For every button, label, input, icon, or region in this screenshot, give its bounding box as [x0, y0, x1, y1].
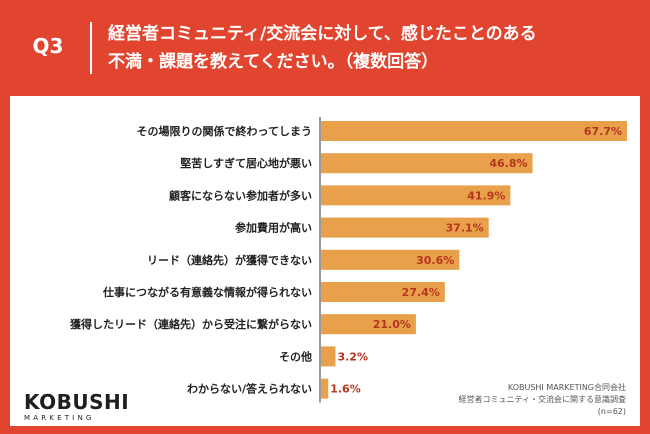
value-label: 27.4%	[402, 286, 440, 299]
kobushi-logo: KOBUSHI MARKETING	[24, 392, 129, 422]
value-label: 37.1%	[446, 222, 484, 235]
question-label: Q3	[32, 34, 64, 58]
category-label: 仕事につながる有意義な情報が得られない	[102, 285, 312, 299]
source-sample-size: (n=62)	[597, 407, 626, 416]
value-label: 1.6%	[330, 383, 361, 396]
category-label: 堅苦しすぎて居心地が悪い	[180, 156, 312, 170]
value-label: 30.6%	[416, 254, 454, 267]
category-label: リード（連絡先）が獲得できない	[147, 253, 312, 267]
bar	[321, 282, 445, 302]
question-title: 経営者コミュニティ/交流会に対して、感じたことのある 不満・課題を教えてください…	[108, 20, 628, 76]
value-label: 46.8%	[489, 157, 527, 170]
question-title-line-2: 不満・課題を教えてください。（複数回答）	[108, 52, 439, 72]
logo-sub-text: MARKETING	[24, 414, 95, 422]
value-label: 3.2%	[337, 350, 368, 363]
bar	[321, 217, 489, 238]
category-label: わからない/答えられない	[187, 382, 312, 396]
bar	[321, 346, 336, 367]
category-label: その他	[279, 349, 312, 363]
category-label: 顧客にならない参加者が多い	[169, 188, 312, 202]
category-label: その場限りの関係で終わってしまう	[137, 124, 312, 138]
value-label: 67.7%	[584, 125, 622, 138]
logo-main-text: KOBUSHI	[24, 390, 130, 414]
header-divider	[90, 22, 92, 74]
header: Q3 経営者コミュニティ/交流会に対して、感じたことのある 不満・課題を教えてく…	[0, 0, 650, 96]
bar	[321, 185, 511, 206]
category-label: 獲得したリード（連絡先）から受注に繋がらない	[70, 317, 312, 331]
bar	[321, 121, 627, 141]
bar	[321, 249, 460, 270]
value-label: 41.9%	[467, 189, 505, 202]
bar	[321, 378, 329, 399]
question-title-line-1: 経営者コミュニティ/交流会に対して、感じたことのある	[108, 24, 537, 44]
source-company: KOBUSHI MARKETING合同会社	[507, 383, 626, 392]
value-label: 21.0%	[373, 318, 411, 331]
bar	[321, 314, 416, 335]
category-label: 参加費用が高い	[235, 221, 312, 235]
bar	[321, 153, 533, 174]
source-survey: 経営者コミュニティ・交流会に関する意識調査	[458, 395, 626, 404]
source-note: KOBUSHI MARKETING合同会社 経営者コミュニティ・交流会に関する意…	[458, 382, 626, 418]
